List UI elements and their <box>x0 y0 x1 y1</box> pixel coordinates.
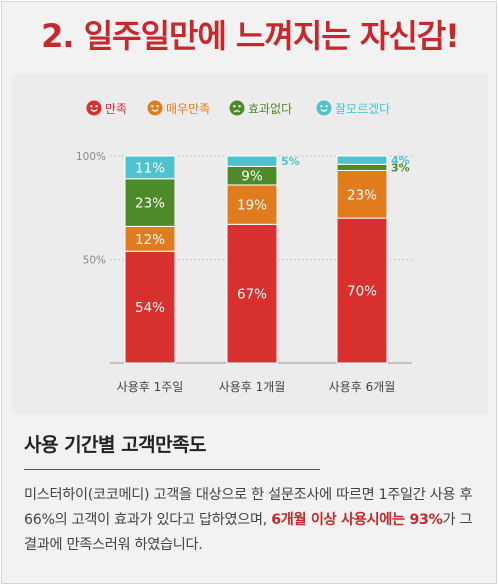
sad-face-icon-eye-left <box>233 105 236 108</box>
x-tick-label: 사용후 1개월 <box>219 380 286 394</box>
confused-face-icon-eye-right <box>325 105 328 108</box>
confused-face-icon <box>316 100 332 116</box>
bar-segment <box>226 155 278 167</box>
data-label: 54% <box>135 300 165 316</box>
description-highlight: 6개월 이상 사용시에는 93% <box>271 512 443 528</box>
smile-face-icon <box>86 100 102 116</box>
bar-segment <box>336 155 388 165</box>
section-title: 사용 기간별 고객만족도 <box>24 434 207 456</box>
smile-face-icon-eye-right <box>95 105 98 108</box>
data-label: 23% <box>135 196 165 212</box>
x-tick-label: 사용후 6개월 <box>329 380 396 394</box>
data-label: 9% <box>241 169 263 185</box>
x-tick-label: 사용후 1주일 <box>117 380 184 394</box>
y-tick-label: 100% <box>76 151 106 163</box>
description-text-end: 가 그 결과에 만족스러워 하였습니다. <box>24 512 473 553</box>
legend-label: 효과없다 <box>248 102 292 116</box>
smile-face-icon-mouth <box>90 109 98 112</box>
bar-segment <box>124 155 176 180</box>
sad-face-icon-mouth <box>233 110 241 113</box>
legend-label: 매우만족 <box>166 102 210 116</box>
happy-face-icon <box>147 100 163 116</box>
confused-face-icon-eye-left <box>320 105 323 108</box>
stacked-bar-chart: 만족 매우만족 효과없다 잘모르겠다 100% 50% 54% 12% 23% 11% 사용후 1주… <box>76 100 412 394</box>
confused-face-icon-mouth <box>320 109 328 112</box>
sad-face-icon <box>229 100 245 116</box>
data-label-outside: 5% <box>281 155 300 168</box>
chart-panel: 만족 매우만족 효과없다 잘모르겠다 100% 50% 54% 12% 23% 11% 사용후 1주… <box>12 74 488 414</box>
data-label-outside: 4% <box>391 154 410 167</box>
y-tick-label: 50% <box>83 255 106 267</box>
data-label-outside: 3% <box>391 161 410 174</box>
data-label: 11% <box>135 160 165 176</box>
bar-segment <box>226 184 278 225</box>
bar-segment <box>124 250 176 364</box>
smile-face-icon-eye-left <box>90 105 93 108</box>
bar-segment <box>336 163 388 171</box>
data-label: 12% <box>135 232 165 248</box>
data-label: 23% <box>347 187 377 203</box>
happy-face-icon-mouth <box>151 109 159 112</box>
bar-segment <box>226 223 278 364</box>
legend-label: 잘모르겠다 <box>335 102 390 116</box>
data-label: 67% <box>237 287 267 303</box>
happy-face-icon-eye-right <box>156 105 159 108</box>
sad-face-icon-eye-right <box>238 105 241 108</box>
headline: 2. 일주일만에 느껴지는 자신감! <box>41 17 460 55</box>
data-label: 70% <box>347 284 377 300</box>
data-label: 19% <box>237 198 267 214</box>
description-paragraph: 미스터하이(코코메디) 고객을 대상으로 한 설문조사에 따르면 1주일간 사용… <box>24 483 482 579</box>
title-underline <box>24 469 320 470</box>
happy-face-icon-eye-left <box>151 105 154 108</box>
bar-segment <box>124 225 176 252</box>
legend-label: 만족 <box>105 102 127 116</box>
description-text: 미스터하이(코코메디) 고객을 대상으로 한 설문조사에 따르면 1주일간 사용… <box>24 487 473 528</box>
